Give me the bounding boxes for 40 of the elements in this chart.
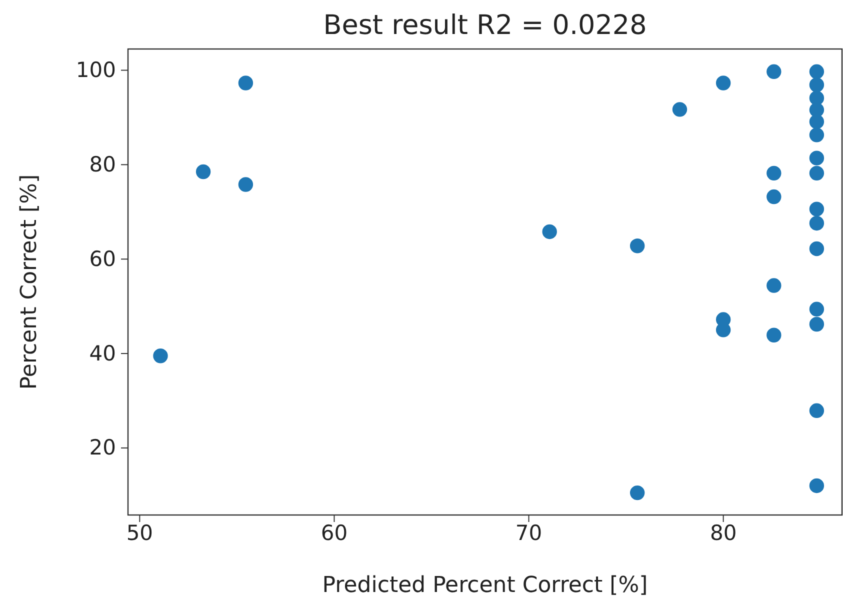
x-tick-label: 60: [320, 520, 348, 545]
point: [809, 166, 824, 181]
y-tick-label: 80: [89, 152, 116, 176]
point: [809, 316, 824, 332]
y-tick-label: 60: [89, 246, 116, 271]
y-tick-label: 100: [76, 58, 116, 82]
chart-title: Best result R2 = 0.0228: [323, 10, 647, 41]
point: [809, 202, 824, 216]
point: [153, 348, 168, 364]
point: [672, 102, 688, 117]
y-axis-title: Percent Correct [%]: [17, 174, 42, 390]
y-tick-label: 20: [89, 436, 116, 460]
point: [809, 114, 824, 130]
point: [766, 189, 782, 204]
point: [630, 485, 645, 500]
point: [809, 150, 824, 166]
point: [766, 166, 782, 181]
point: [809, 403, 824, 418]
point: [238, 76, 254, 90]
x-tick-label: 80: [710, 520, 737, 545]
point: [809, 302, 824, 316]
y-tick-label: 40: [89, 341, 116, 366]
point: [809, 64, 824, 80]
point: [196, 164, 211, 180]
point: [809, 128, 824, 142]
point: [766, 328, 782, 342]
point: [809, 216, 824, 231]
point: [630, 238, 645, 254]
point: [542, 224, 557, 240]
x-tick-label: 50: [126, 520, 154, 545]
point: [809, 241, 824, 256]
point: [809, 478, 824, 494]
point: [809, 78, 824, 92]
point: [766, 278, 782, 293]
point: [238, 177, 254, 192]
point: [716, 322, 731, 338]
point: [716, 76, 731, 90]
x-tick-label: 70: [515, 520, 542, 545]
x-axis-title: Predicted Percent Correct [%]: [322, 573, 648, 598]
point: [766, 64, 782, 80]
